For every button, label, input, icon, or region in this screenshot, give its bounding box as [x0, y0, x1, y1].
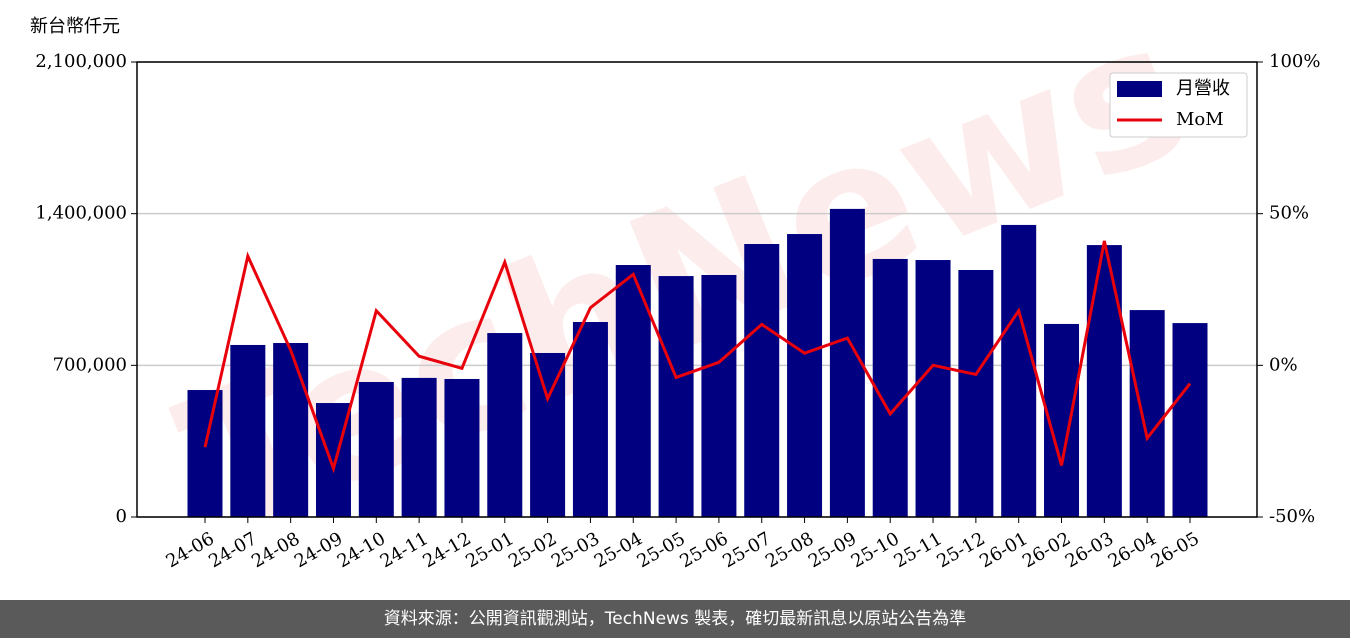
x-tick-label: 25-10 — [848, 528, 903, 572]
x-tick-label: 25-06 — [676, 528, 731, 572]
x-tick-label: 24-11 — [377, 528, 432, 572]
bar — [444, 378, 480, 517]
bar — [658, 276, 694, 517]
legend-swatch — [1117, 81, 1162, 97]
plot-frame — [136, 61, 1258, 518]
x-tick-label: 25-03 — [548, 528, 603, 572]
bar — [744, 244, 780, 517]
bar — [958, 270, 994, 517]
bar — [1129, 310, 1165, 517]
y-axis-unit: 新台幣仟元 — [30, 16, 120, 37]
y-tick-label: 0 — [116, 506, 127, 527]
x-tick-label: 24-06 — [162, 528, 217, 572]
x-tick-label: 26-01 — [976, 528, 1031, 572]
x-tick-label: 25-12 — [933, 528, 988, 572]
bar — [530, 352, 566, 517]
y-tick-label: 700,000 — [53, 354, 127, 375]
x-tick-label: 26-04 — [1105, 528, 1160, 572]
x-tick-label: 26-03 — [1062, 528, 1117, 572]
y2-tick-label: 0% — [1269, 354, 1298, 375]
x-tick-label: 25-11 — [891, 528, 946, 572]
bar — [187, 390, 223, 517]
footer: 資料來源：公開資訊觀測站，TechNews 製表，確切最新訊息以原站公告為準 — [0, 600, 1350, 638]
x-tick-label: 26-05 — [1147, 528, 1202, 572]
bar — [273, 343, 309, 517]
x-tick-label: 25-05 — [634, 528, 689, 572]
x-tick-label: 26-02 — [1019, 528, 1074, 572]
y-tick-label: 2,100,000 — [35, 51, 127, 72]
legend-label: MoM — [1176, 109, 1224, 130]
bar — [1001, 224, 1037, 517]
bar — [915, 260, 951, 517]
mom-line — [203, 240, 1192, 474]
chart: 新台幣仟元 TechNews0700,0001,400,0002,100,000… — [30, 0, 1320, 578]
x-tick-label: 25-02 — [505, 528, 560, 572]
bar — [230, 344, 266, 517]
bar — [615, 265, 651, 517]
legend-label: 月營收 — [1176, 78, 1230, 99]
x-tick-label: 25-08 — [762, 528, 817, 572]
bar — [872, 258, 908, 517]
y2-tick-label: 50% — [1269, 203, 1309, 224]
bar — [787, 234, 823, 518]
bar — [572, 322, 608, 517]
y-tick-label: 1,400,000 — [35, 203, 127, 224]
x-tick-label: 25-01 — [462, 528, 517, 572]
y2-tick-label: 100% — [1269, 51, 1320, 72]
bar — [1172, 323, 1208, 517]
bar — [401, 377, 437, 517]
bar — [1086, 245, 1122, 518]
bar — [487, 333, 523, 517]
bar — [358, 382, 394, 517]
x-tick-label: 25-04 — [591, 528, 646, 572]
bar — [701, 274, 737, 517]
bar — [829, 208, 865, 517]
y2-tick-label: -50% — [1269, 506, 1315, 527]
x-tick-label: 25-09 — [805, 528, 860, 572]
x-tick-label: 25-07 — [719, 528, 774, 572]
x-tick-label: 24-12 — [419, 528, 474, 572]
